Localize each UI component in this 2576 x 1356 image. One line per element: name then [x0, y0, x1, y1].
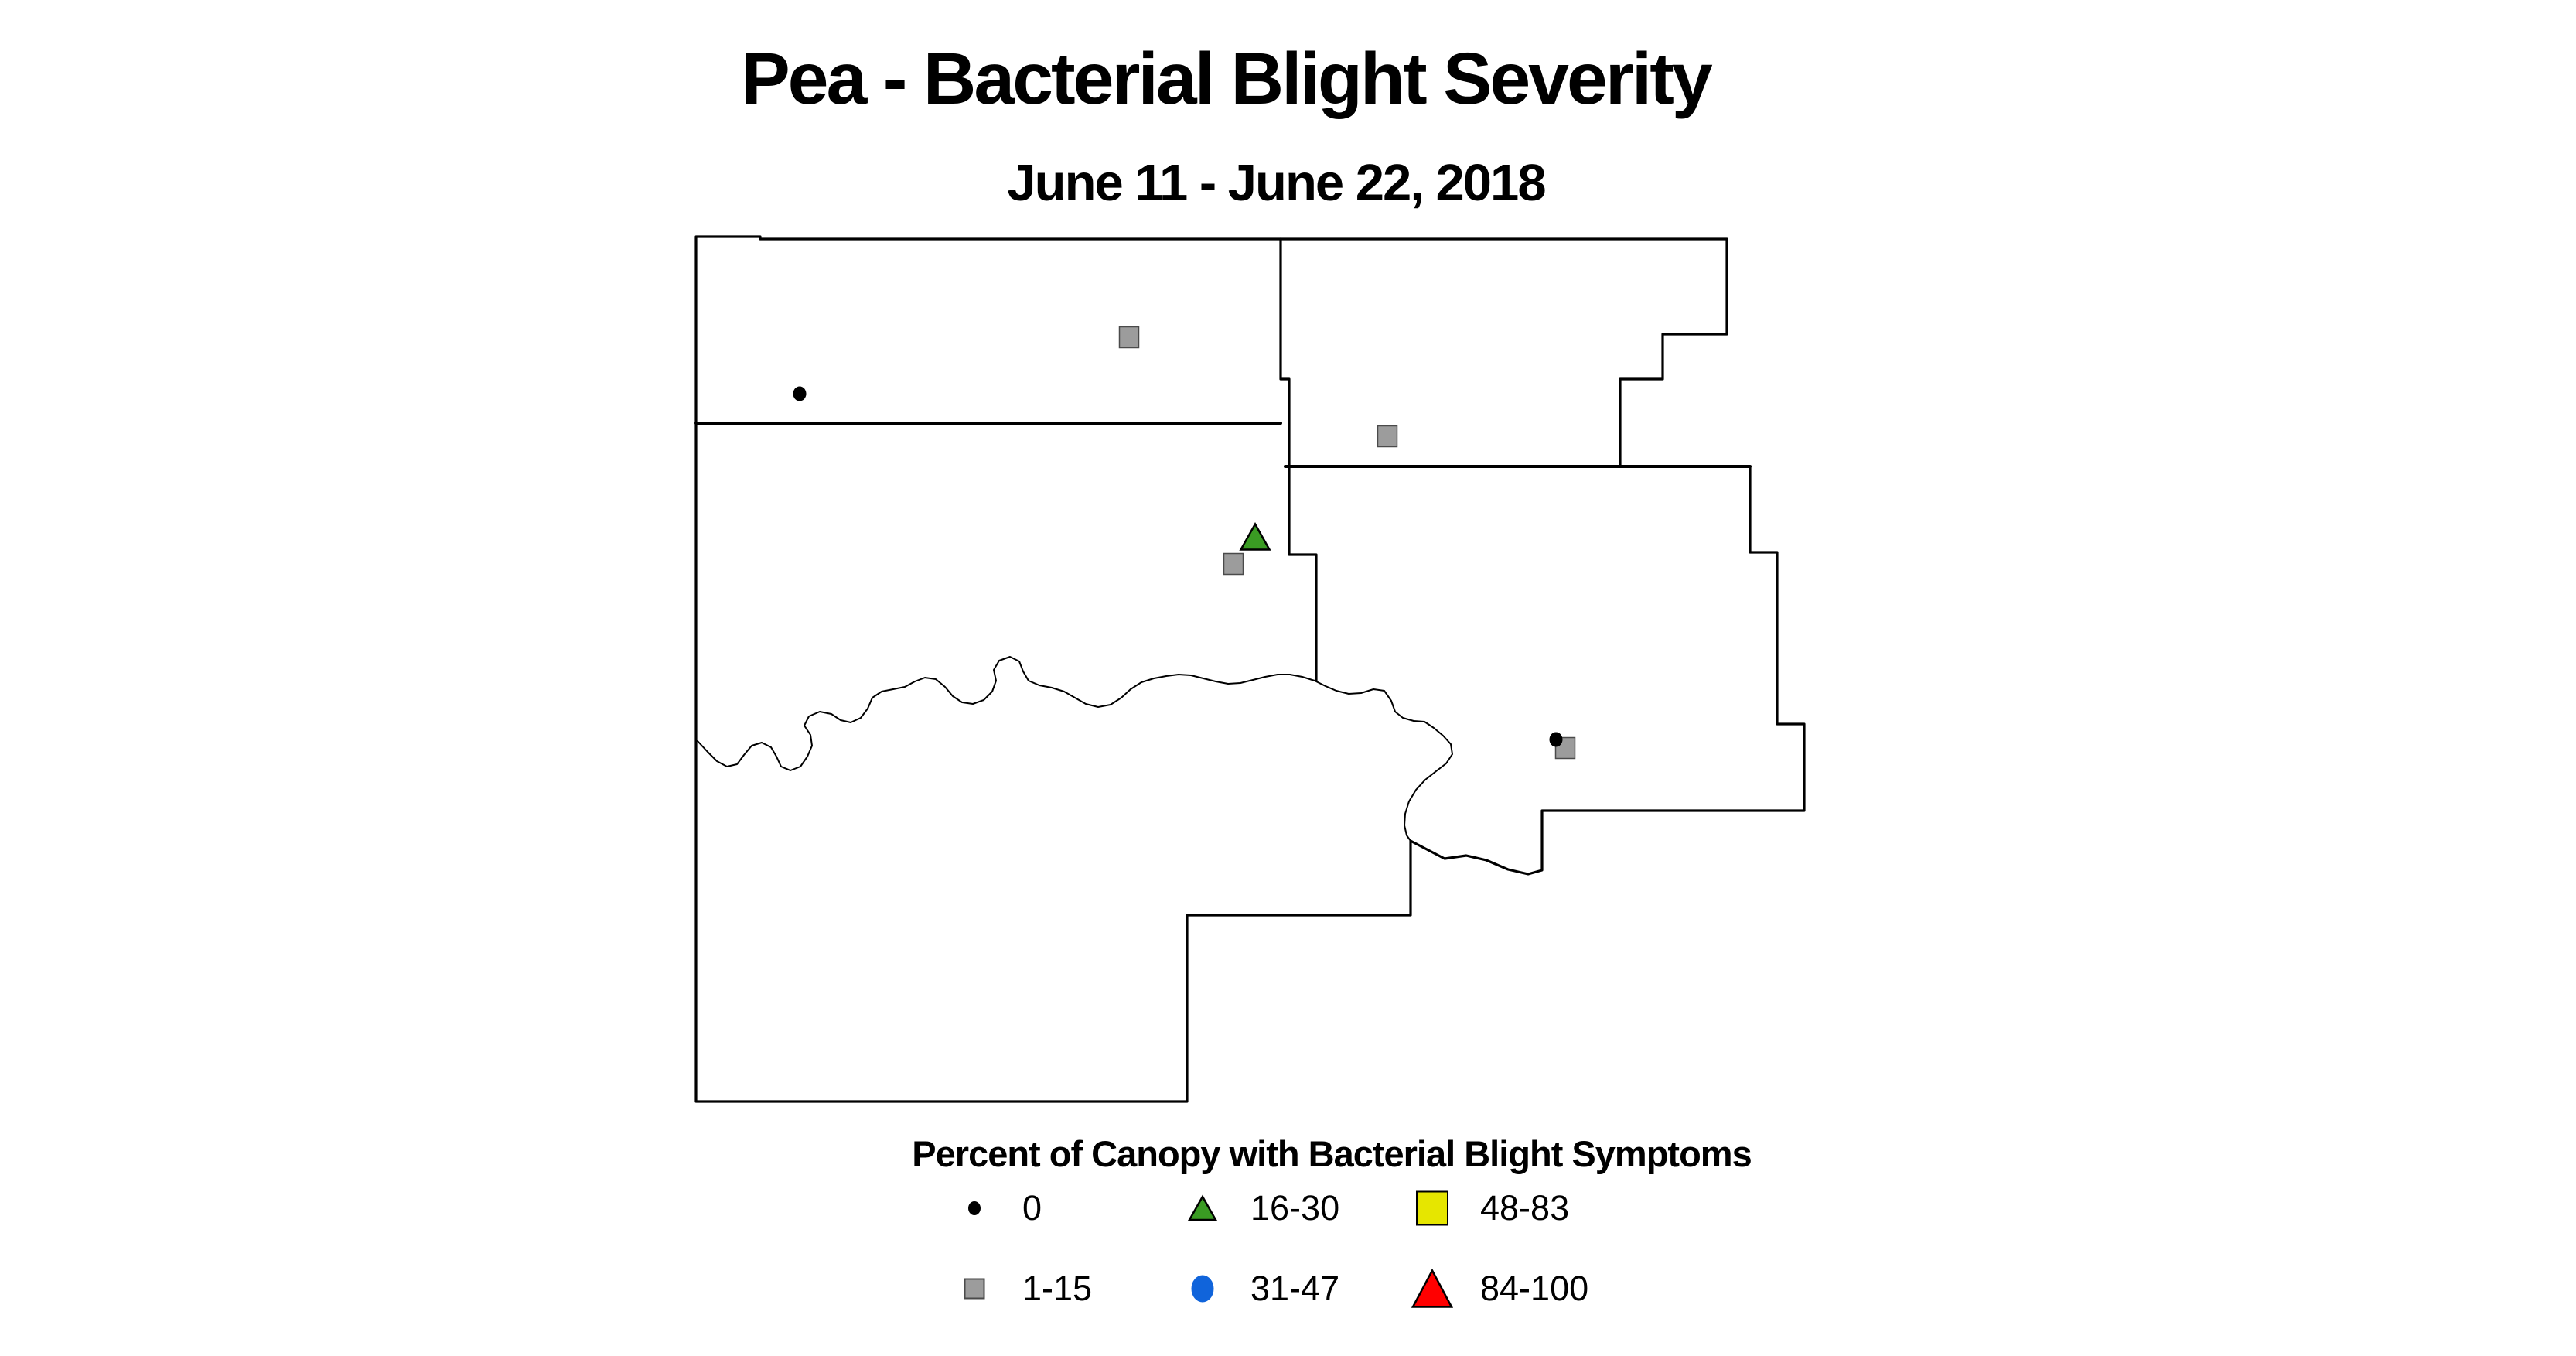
legend-marker-dot — [942, 1171, 1007, 1245]
legend-marker-triangle — [1170, 1171, 1235, 1245]
legend-item: 0 — [942, 1171, 1042, 1245]
map-marker-square — [1377, 425, 1398, 448]
legend-title: Percent of Canopy with Bacterial Blight … — [912, 1133, 1752, 1174]
legend-marker-square — [942, 1252, 1007, 1326]
legend-label: 31-47 — [1250, 1269, 1340, 1308]
county-boundaries — [694, 235, 1806, 1103]
circle-icon — [1191, 1275, 1214, 1303]
square-icon — [1416, 1190, 1448, 1226]
river-line — [697, 656, 1453, 842]
legend-item: 84-100 — [1400, 1252, 1588, 1326]
legend-item: 48-83 — [1400, 1171, 1569, 1245]
map-marker-dot — [1549, 732, 1563, 747]
map-marker-dot — [793, 386, 807, 401]
map-markers — [793, 326, 1576, 760]
triangle-icon — [1187, 1194, 1218, 1221]
legend-label: 84-100 — [1480, 1269, 1589, 1308]
map-marker-triangle — [1239, 521, 1271, 551]
figure-title: Pea - Bacterial Blight Severity — [741, 38, 1712, 120]
map-outer-boundary — [694, 235, 1806, 1103]
legend-label: 48-83 — [1480, 1188, 1570, 1228]
legend-marker-triangle — [1400, 1252, 1465, 1326]
triangle-icon — [1411, 1268, 1454, 1308]
dot-icon — [968, 1201, 981, 1215]
figure-subtitle: June 11 - June 22, 2018 — [1007, 154, 1546, 212]
legend-marker-square — [1400, 1171, 1465, 1245]
legend-label: 0 — [1022, 1188, 1042, 1228]
square-icon — [964, 1278, 985, 1300]
legend-item: 1-15 — [942, 1252, 1092, 1326]
legend-item: 31-47 — [1170, 1252, 1339, 1326]
legend-marker-circle — [1170, 1252, 1235, 1326]
legend-label: 1-15 — [1022, 1269, 1093, 1308]
legend-label: 16-30 — [1250, 1188, 1340, 1228]
map-marker-square — [1118, 326, 1140, 349]
county-line-vertical — [1279, 237, 1318, 682]
map-marker-square — [1223, 552, 1244, 576]
legend-item: 16-30 — [1170, 1171, 1339, 1245]
